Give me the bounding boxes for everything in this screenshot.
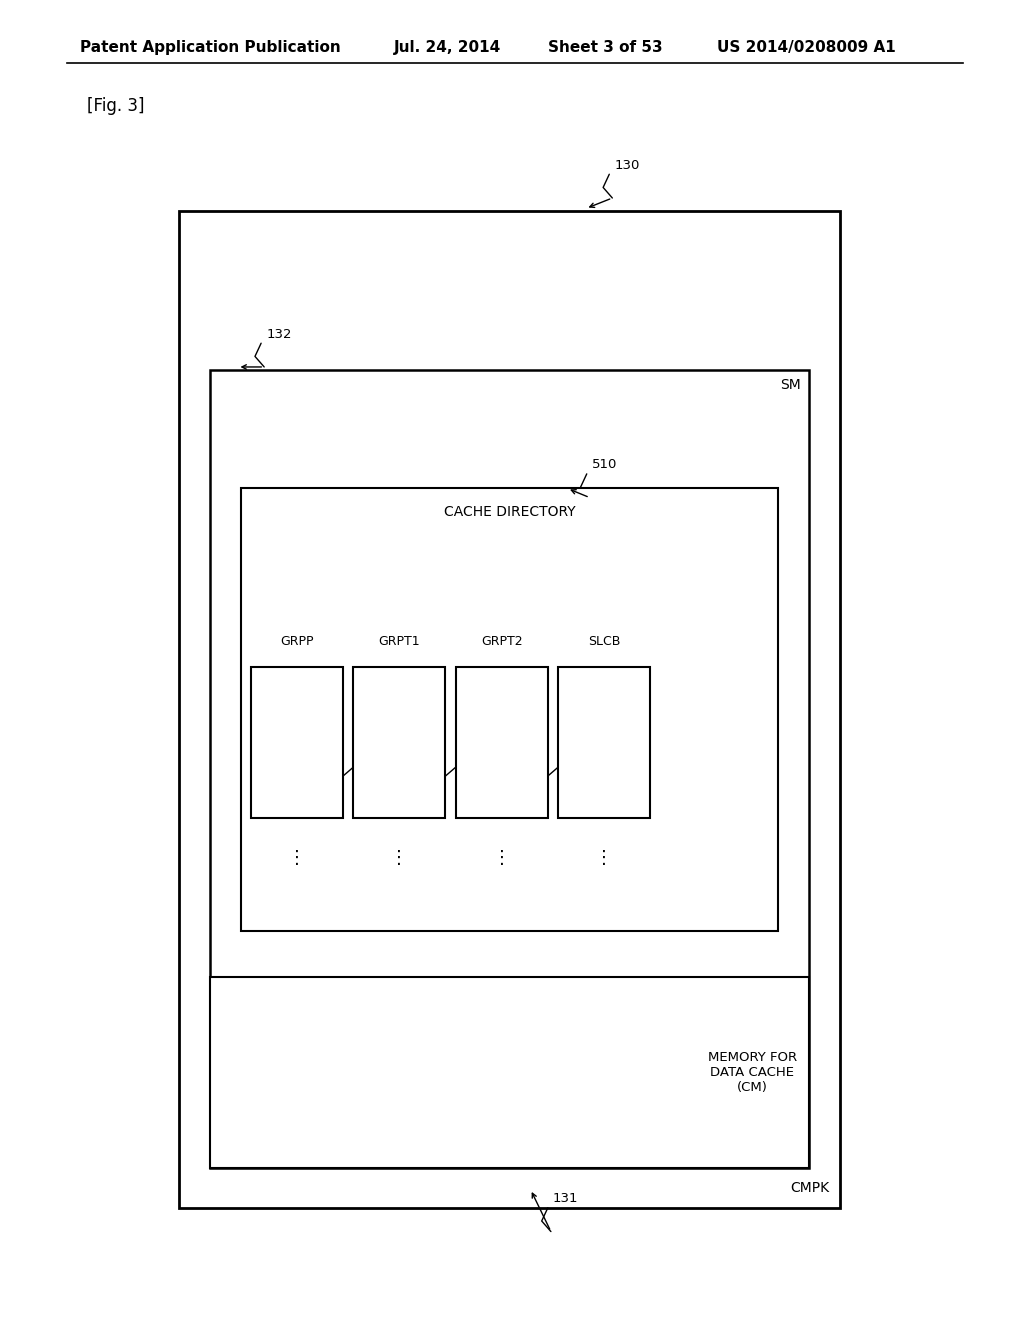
Bar — [558, 667, 650, 818]
Text: CMPK: CMPK — [791, 1180, 829, 1195]
Text: GRPP: GRPP — [281, 635, 313, 648]
Text: ⋮: ⋮ — [288, 849, 306, 867]
Bar — [210, 977, 809, 1168]
Bar — [210, 370, 809, 1168]
Text: GRPT1: GRPT1 — [379, 635, 420, 648]
Text: ⋮: ⋮ — [595, 849, 613, 867]
Text: SLCB: SLCB — [588, 635, 621, 648]
Text: ⋮: ⋮ — [390, 849, 409, 867]
Bar — [456, 667, 548, 818]
Text: Jul. 24, 2014: Jul. 24, 2014 — [394, 40, 502, 55]
Text: MEMORY FOR
DATA CACHE
(CM): MEMORY FOR DATA CACHE (CM) — [708, 1051, 797, 1094]
Text: 130: 130 — [614, 158, 640, 172]
Text: Patent Application Publication: Patent Application Publication — [80, 40, 341, 55]
Text: GRPT2: GRPT2 — [481, 635, 522, 648]
Bar — [251, 667, 343, 818]
Text: [Fig. 3]: [Fig. 3] — [87, 96, 144, 115]
Text: 131: 131 — [553, 1192, 579, 1205]
Text: US 2014/0208009 A1: US 2014/0208009 A1 — [717, 40, 896, 55]
Text: SM: SM — [780, 378, 801, 392]
Bar — [241, 488, 778, 931]
Text: 132: 132 — [266, 327, 292, 341]
Text: Sheet 3 of 53: Sheet 3 of 53 — [548, 40, 663, 55]
Text: ⋮: ⋮ — [493, 849, 511, 867]
Text: CACHE DIRECTORY: CACHE DIRECTORY — [443, 506, 575, 519]
Text: 510: 510 — [592, 458, 617, 471]
Bar — [179, 211, 840, 1208]
Bar — [353, 667, 445, 818]
